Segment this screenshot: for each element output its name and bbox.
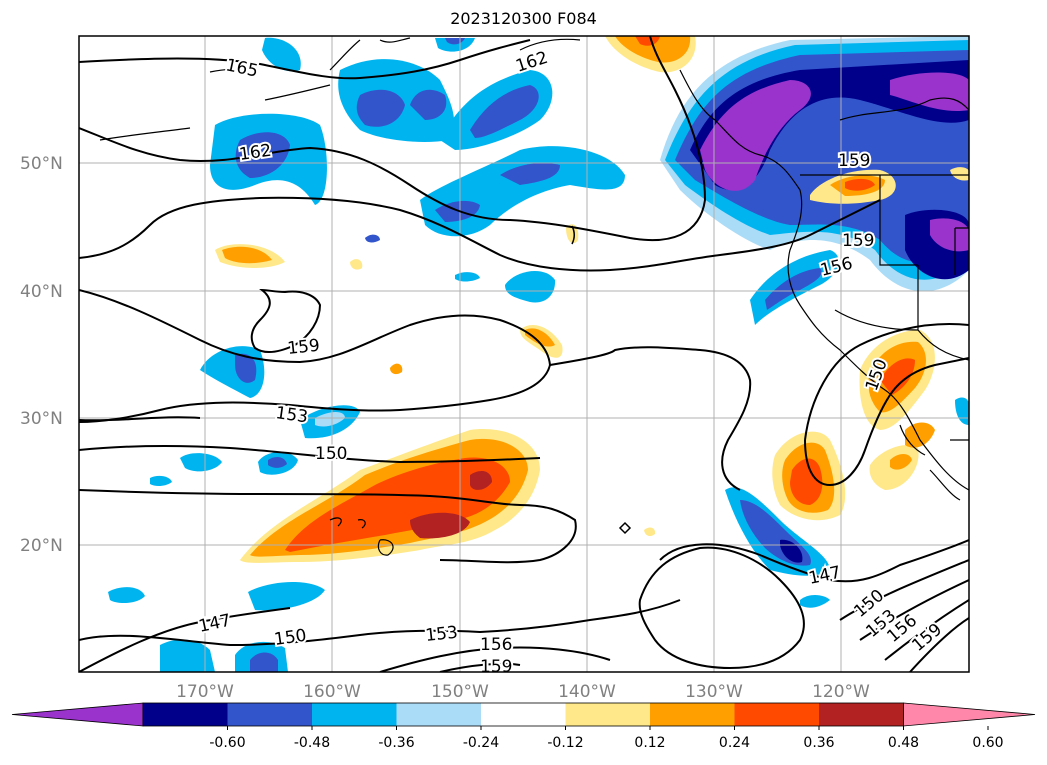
map-border <box>78 35 970 673</box>
colorbar-tick-label: 0.12 <box>634 735 665 751</box>
positive-region-north <box>215 36 696 537</box>
contour-label: 159 <box>286 336 320 359</box>
contour-label: 150 <box>315 444 347 464</box>
colorbar-segment <box>396 703 482 726</box>
contour-label: 147 <box>197 611 233 637</box>
graticule <box>79 36 969 672</box>
shaded-fields <box>108 36 969 672</box>
colorbar-tick-label: 0.48 <box>888 735 919 751</box>
colorbar-segment <box>481 703 566 726</box>
colorbar-segment <box>312 703 397 726</box>
lat-label: 50°N <box>20 154 63 174</box>
lon-label: 150°W <box>431 682 489 702</box>
colorbar-segment <box>143 703 228 726</box>
colorbar-tick-label: -0.36 <box>378 735 414 751</box>
colorbar-extend-min <box>11 702 144 727</box>
contour-label: 156 <box>480 635 512 655</box>
positive-region-hawaii <box>240 429 540 563</box>
colorbar-tick-label: -0.24 <box>463 735 499 751</box>
colorbar-segment <box>565 703 651 726</box>
lon-label: 140°W <box>558 682 616 702</box>
negative-region-subtropical <box>108 234 969 672</box>
contour-label: 159 <box>480 657 512 677</box>
colorbar-tick-label: 0.36 <box>803 735 834 751</box>
colorbar-segment <box>819 703 904 726</box>
colorbar-segment <box>650 703 735 726</box>
lon-label: 120°W <box>812 682 870 702</box>
lat-label: 40°N <box>20 282 63 302</box>
colorbar-tick-label: 0.24 <box>719 735 750 751</box>
colorbar-tick-label: 0.60 <box>972 735 1003 751</box>
negative-region-north-pacific <box>210 37 625 237</box>
colorbar-frame <box>142 702 904 727</box>
colorbar-segment <box>734 703 820 726</box>
negative-region-northeast <box>660 36 969 325</box>
contour-label: 153 <box>424 623 458 646</box>
height-contours <box>79 36 969 672</box>
colorbar-tick-label: -0.60 <box>209 735 245 751</box>
map-title: 2023120300 F084 <box>450 9 597 28</box>
lon-label: 130°W <box>685 682 743 702</box>
colorbar-segment <box>227 703 313 726</box>
colorbar-tick-label: -0.48 <box>294 735 330 751</box>
colorbar: -0.60 -0.48 -0.36 -0.24 -0.12 0.12 0.24 0.36 0.4… <box>11 702 1036 751</box>
colorbar-tick-label: -0.12 <box>547 735 583 751</box>
lon-label: 170°W <box>176 682 234 702</box>
lat-label: 30°N <box>20 409 63 429</box>
colorbar-extend-max <box>903 702 1036 727</box>
lat-label: 20°N <box>20 536 63 556</box>
contour-label: 159 <box>842 231 874 251</box>
coastlines <box>99 37 969 556</box>
positive-region-california <box>772 167 969 521</box>
lon-label: 160°W <box>303 682 361 702</box>
contour-label: 150 <box>273 626 308 650</box>
contour-label: 159 <box>838 151 870 171</box>
